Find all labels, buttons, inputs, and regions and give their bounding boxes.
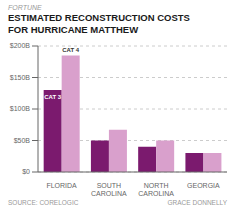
svg-text:$50B: $50B [14,137,31,144]
html-text:SOURCE: CORELOGIC: SOURCE: CORELOGIC [8,199,79,206]
svg-text:NORTHCAROLINA: NORTHCAROLINA [138,182,174,196]
svg-text:FLORIDA: FLORIDA [46,182,77,189]
svg-text:$100B: $100B [10,105,31,112]
svg-text:$0: $0 [22,168,30,175]
html-text:GRACE DONNELLY: GRACE DONNELLY [167,199,227,206]
svg-text:GEORGIA: GEORGIA [187,182,220,189]
svg-text:$200B: $200B [10,42,31,49]
html-text:FOR HURRICANE MATTHEW: FOR HURRICANE MATTHEW [8,24,139,35]
svg-text:CAT 3: CAT 3 [44,94,62,100]
html-text:ESTIMATED RECONSTRUCTION COSTS: ESTIMATED RECONSTRUCTION COSTS [8,12,190,23]
html-text:FORTUNE: FORTUNE [8,4,42,11]
svg-text:$150B: $150B [10,74,31,81]
svg-text:CAT 4: CAT 4 [62,47,80,53]
svg-text:SOUTHCAROLINA: SOUTHCAROLINA [91,182,127,196]
